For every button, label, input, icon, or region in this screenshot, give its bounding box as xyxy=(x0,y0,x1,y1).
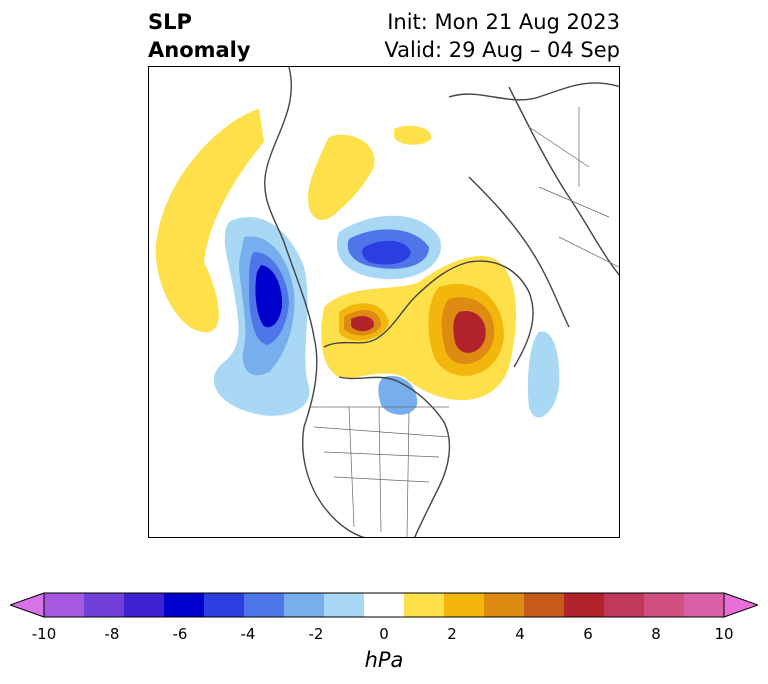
colorbar-tick-label: 10 xyxy=(714,625,734,643)
anomaly-pos-main-deep xyxy=(351,311,486,353)
colorbar-tick-label: -4 xyxy=(240,625,256,643)
colorbar-units-label: hPa xyxy=(364,648,404,672)
colorbar-tick-label: 2 xyxy=(447,625,457,643)
anomaly-neg-arctic-deep xyxy=(362,240,411,265)
colorbar-segment xyxy=(404,593,445,617)
map-subtitle: Init: Mon 21 Aug 2023 Valid: 29 Aug – 04… xyxy=(384,8,620,64)
colorbar-segment xyxy=(44,593,85,617)
colorbar-segment xyxy=(164,593,205,617)
anomaly-neg-hudson xyxy=(378,376,418,415)
colorbar-tick-label: -8 xyxy=(104,625,120,643)
colorbar-segment xyxy=(124,593,165,617)
coastlines xyxy=(264,67,619,537)
political-borders xyxy=(309,107,619,537)
colorbar-segments xyxy=(10,592,758,618)
colorbar-tick-label: 4 xyxy=(515,625,525,643)
colorbar-segment xyxy=(524,593,565,617)
anomaly-pos-main-strong xyxy=(344,297,495,364)
colorbar-segment xyxy=(244,593,285,617)
map-title: SLP Anomaly xyxy=(148,8,251,64)
anomaly-map xyxy=(155,67,619,537)
colorbar-segment xyxy=(204,593,245,617)
colorbar xyxy=(10,592,758,618)
anomaly-pos-pacific xyxy=(155,109,264,333)
colorbar-extend-low xyxy=(10,592,45,618)
colorbar-tick-label: 0 xyxy=(379,625,389,643)
title-left-line2: Anomaly xyxy=(148,38,251,62)
valid-range-label: Valid: 29 Aug – 04 Sep xyxy=(384,38,620,62)
colorbar-tick-label: 8 xyxy=(651,625,661,643)
colorbar-extend-high xyxy=(723,592,758,618)
colorbar-segment xyxy=(324,593,365,617)
anomaly-neg-atlantic xyxy=(527,331,560,418)
colorbar-segment xyxy=(484,593,525,617)
colorbar-tick-label: -6 xyxy=(172,625,188,643)
colorbar-segment xyxy=(444,593,485,617)
colorbar-tick-label: 6 xyxy=(583,625,593,643)
colorbar-segment xyxy=(604,593,645,617)
anomaly-neg-pacific-deep xyxy=(255,265,283,328)
anomaly-pos-arctic-small xyxy=(394,125,432,145)
colorbar-segment xyxy=(284,593,325,617)
colorbar-segment xyxy=(564,593,605,617)
title-left-line1: SLP xyxy=(148,10,192,34)
init-date-label: Init: Mon 21 Aug 2023 xyxy=(387,10,620,34)
colorbar-segment xyxy=(684,593,725,617)
anomaly-pos-siberia xyxy=(308,134,375,220)
colorbar-segment xyxy=(84,593,125,617)
colorbar-segment xyxy=(364,593,405,617)
colorbar-tick-label: -10 xyxy=(31,625,57,643)
map-panel xyxy=(148,66,620,538)
colorbar-segment xyxy=(644,593,685,617)
colorbar-tick-label: -2 xyxy=(308,625,324,643)
colorbar-frame xyxy=(43,592,725,618)
